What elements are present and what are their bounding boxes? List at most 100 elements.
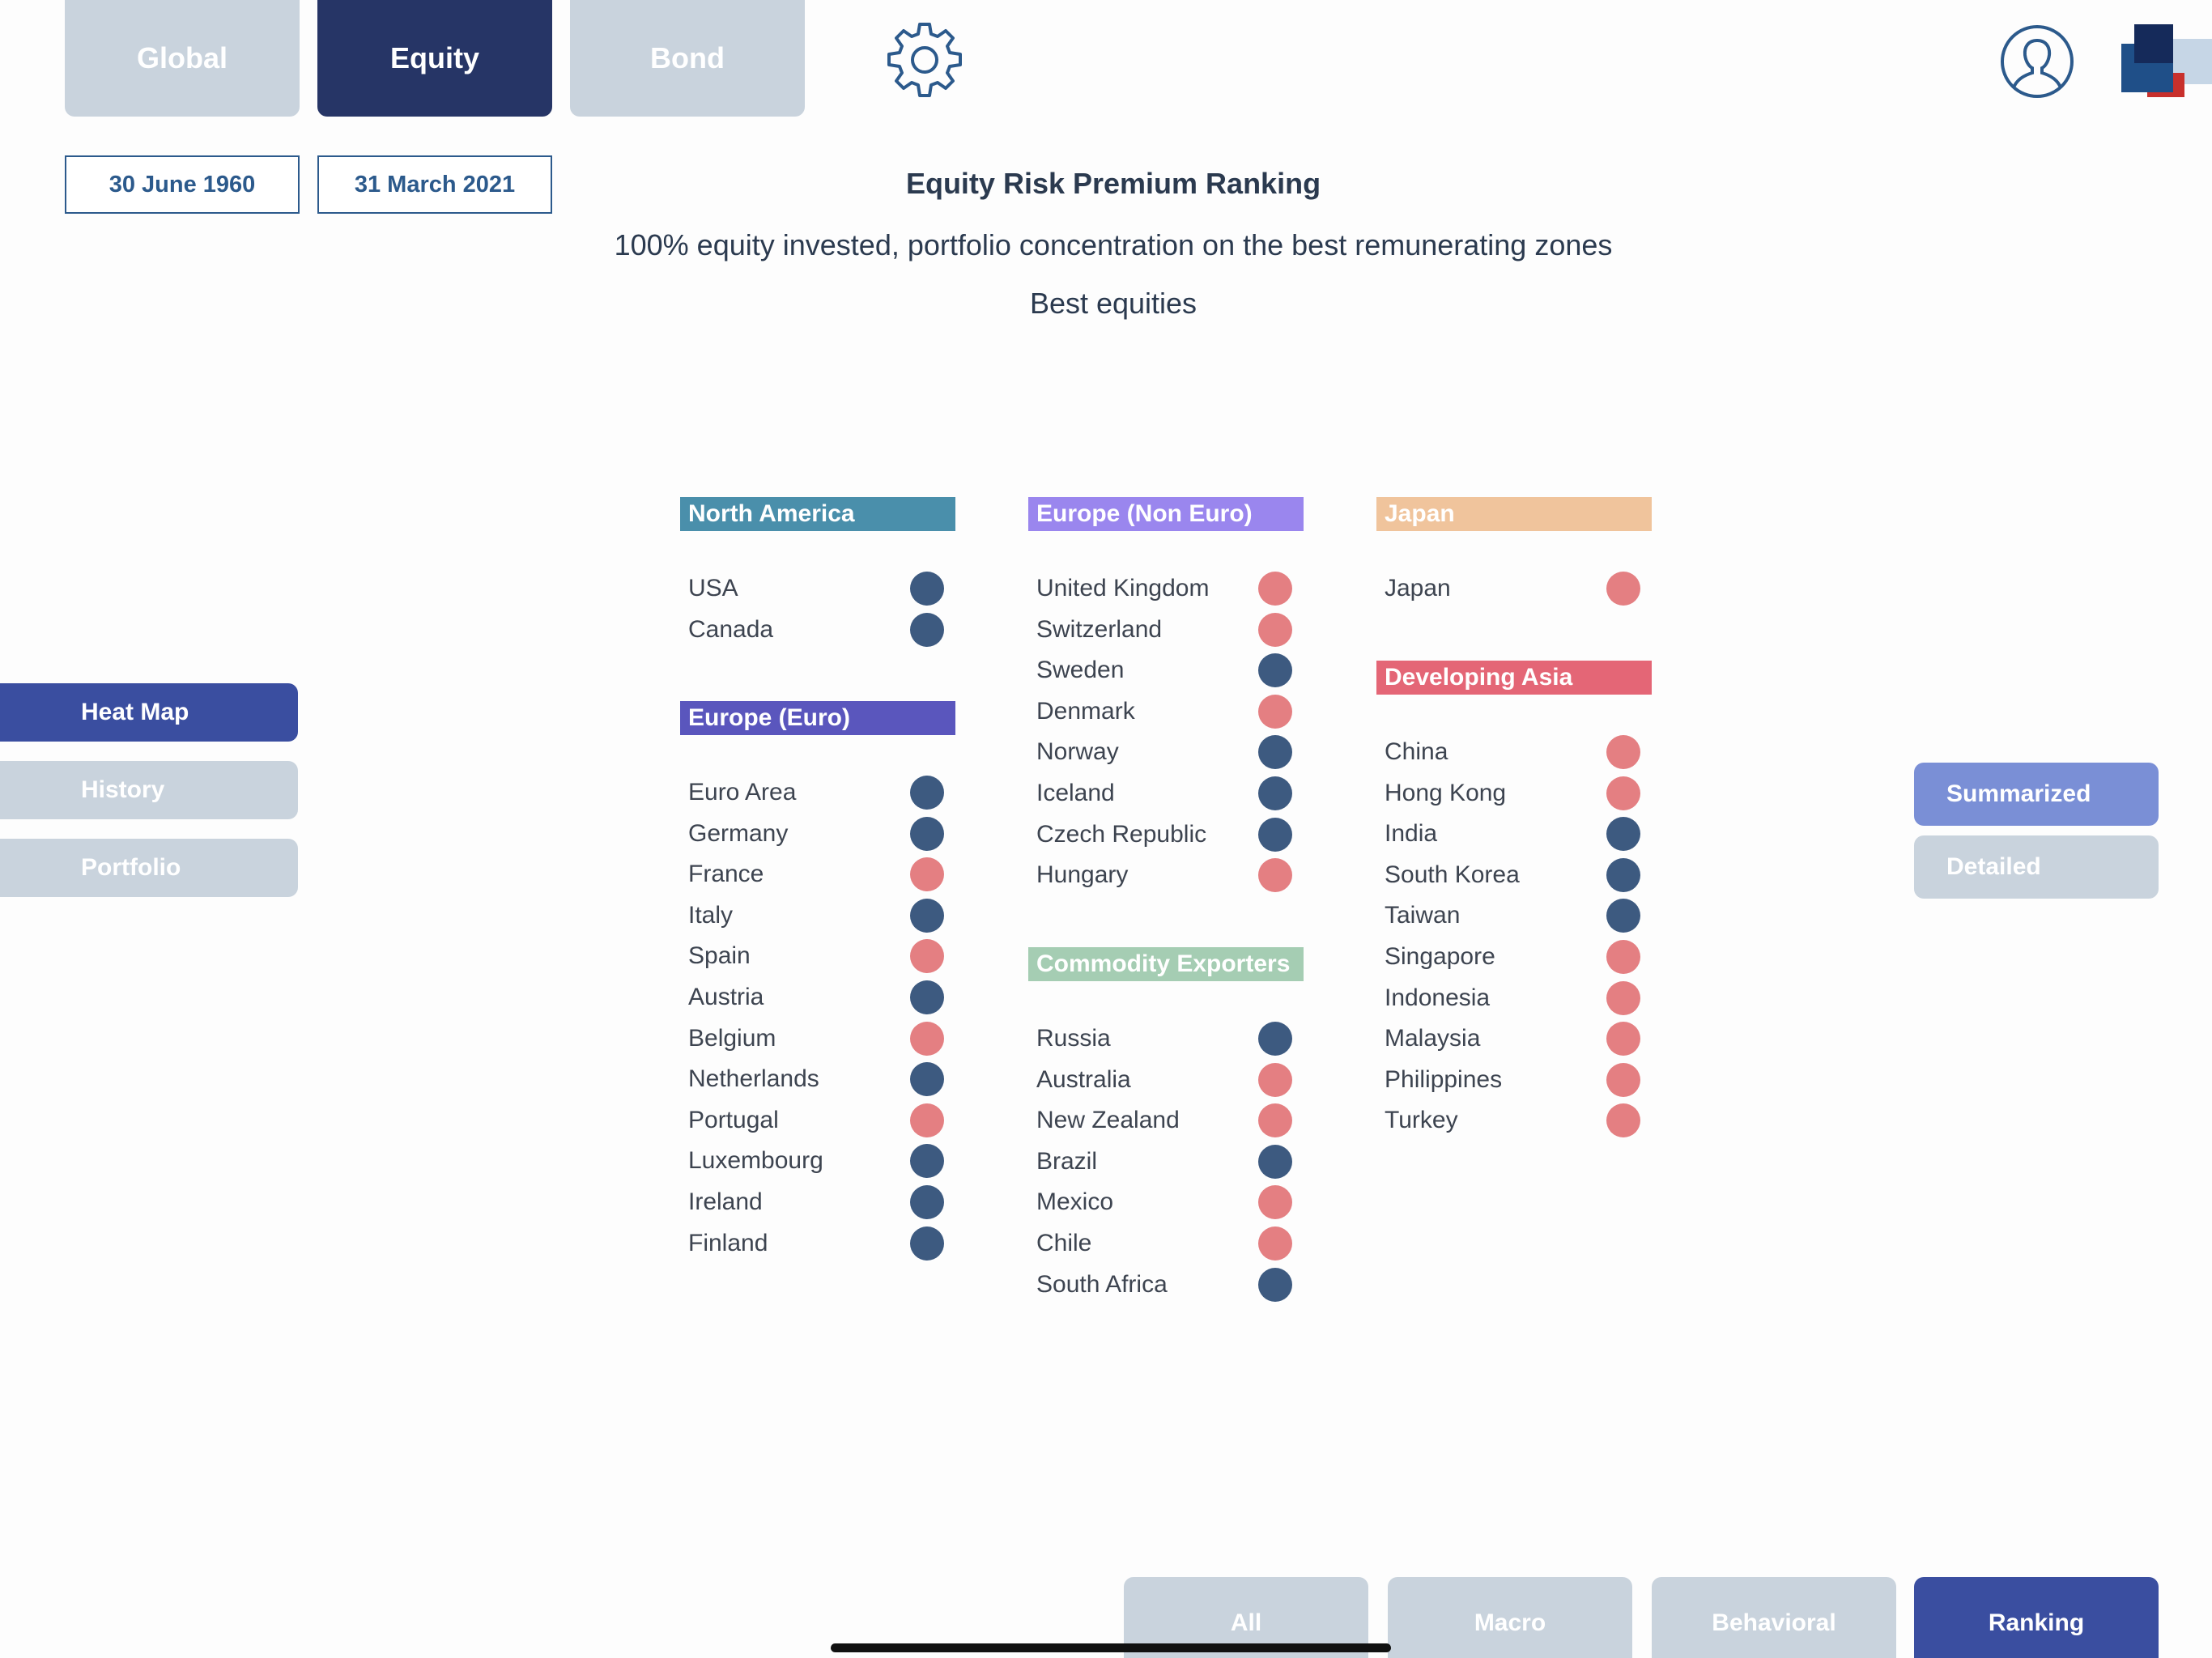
country-name: India [1385,820,1438,847]
tab-behavioral[interactable]: Behavioral [1652,1577,1896,1658]
country-row-ireland[interactable]: Ireland [680,1182,955,1222]
tab-bond[interactable]: Bond [570,0,805,117]
country-name: Italy [688,902,734,929]
country-row-chile[interactable]: Chile [1028,1223,1304,1264]
country-row-sweden[interactable]: Sweden [1028,650,1304,691]
status-dot-dark [910,1185,944,1219]
country-row-canada[interactable]: Canada [680,610,955,650]
country-name: Australia [1036,1066,1131,1093]
country-row-usa[interactable]: USA [680,568,955,609]
country-name: Ireland [688,1188,763,1215]
country-name: Hong Kong [1385,780,1507,806]
gear-icon[interactable] [884,19,965,100]
status-dot-light [1606,735,1640,769]
status-dot-light [1258,858,1292,892]
country-row-czech-republic[interactable]: Czech Republic [1028,814,1304,855]
country-row-united-kingdom[interactable]: United Kingdom [1028,568,1304,609]
country-name: Japan [1385,575,1451,602]
status-dot-dark [910,1226,944,1261]
status-dot-light [1258,1103,1292,1137]
detailed-button[interactable]: Detailed [1914,835,2159,899]
country-row-norway[interactable]: Norway [1028,732,1304,772]
country-row-luxembourg[interactable]: Luxembourg [680,1141,955,1181]
region-header-europe-euro: Europe (Euro) [680,701,955,735]
country-name: Denmark [1036,698,1135,725]
country-row-taiwan[interactable]: Taiwan [1376,895,1652,936]
country-name: Hungary [1036,861,1129,888]
status-dot-light [1258,1185,1292,1219]
region-header-north-america: North America [680,497,955,531]
status-dot-light [910,857,944,891]
nav-history[interactable]: History [0,761,298,819]
country-row-australia[interactable]: Australia [1028,1060,1304,1100]
country-name: Singapore [1385,943,1495,970]
country-row-japan[interactable]: Japan [1376,568,1652,609]
status-dot-dark [910,817,944,851]
country-row-hong-kong[interactable]: Hong Kong [1376,773,1652,814]
country-row-finland[interactable]: Finland [680,1223,955,1264]
country-row-indonesia[interactable]: Indonesia [1376,978,1652,1018]
country-row-new-zealand[interactable]: New Zealand [1028,1100,1304,1141]
country-name: Canada [688,616,774,643]
status-dot-light [910,1022,944,1056]
country-row-denmark[interactable]: Denmark [1028,691,1304,732]
country-row-euro-area[interactable]: Euro Area [680,772,955,813]
country-name: Finland [688,1230,768,1256]
country-row-south-korea[interactable]: South Korea [1376,855,1652,895]
status-dot-light [1258,613,1292,647]
country-row-hungary[interactable]: Hungary [1028,855,1304,895]
country-row-germany[interactable]: Germany [680,814,955,854]
nav-heat-map[interactable]: Heat Map [0,683,298,742]
country-row-mexico[interactable]: Mexico [1028,1182,1304,1222]
page-subtitle: 100% equity invested, portfolio concentr… [614,228,1613,261]
country-row-china[interactable]: China [1376,732,1652,772]
country-row-italy[interactable]: Italy [680,895,955,936]
tab-ranking[interactable]: Ranking [1914,1577,2159,1658]
country-row-netherlands[interactable]: Netherlands [680,1059,955,1099]
app-logo [2121,24,2212,97]
status-dot-dark [1258,1022,1292,1056]
country-name: Malaysia [1385,1025,1481,1052]
start-date-field[interactable]: 30 June 1960 [65,155,300,214]
country-row-south-africa[interactable]: South Africa [1028,1265,1304,1305]
status-dot-light [1258,1063,1292,1097]
country-row-malaysia[interactable]: Malaysia [1376,1018,1652,1059]
tab-global[interactable]: Global [65,0,300,117]
summarized-button[interactable]: Summarized [1914,763,2159,826]
country-row-portugal[interactable]: Portugal [680,1100,955,1141]
user-profile-icon[interactable] [2000,24,2074,99]
status-dot-dark [1258,735,1292,769]
country-name: Mexico [1036,1188,1114,1215]
country-name: Brazil [1036,1148,1098,1175]
country-row-india[interactable]: India [1376,814,1652,854]
country-name: Czech Republic [1036,821,1207,848]
nav-portfolio[interactable]: Portfolio [0,839,298,897]
country-row-austria[interactable]: Austria [680,977,955,1018]
status-dot-light [1606,1063,1640,1097]
country-name: Indonesia [1385,984,1491,1011]
country-row-france[interactable]: France [680,854,955,895]
country-name: Chile [1036,1230,1092,1256]
country-row-brazil[interactable]: Brazil [1028,1141,1304,1182]
end-date-field[interactable]: 31 March 2021 [317,155,552,214]
tab-macro[interactable]: Macro [1388,1577,1632,1658]
region-header-japan: Japan [1376,497,1652,531]
tab-equity[interactable]: Equity [317,0,552,117]
country-row-iceland[interactable]: Iceland [1028,773,1304,814]
country-row-philippines[interactable]: Philippines [1376,1060,1652,1100]
status-dot-dark [910,1144,944,1178]
country-row-russia[interactable]: Russia [1028,1018,1304,1059]
country-row-singapore[interactable]: Singapore [1376,937,1652,977]
country-row-spain[interactable]: Spain [680,936,955,976]
home-indicator[interactable] [831,1643,1391,1652]
country-name: France [688,861,764,887]
country-name: United Kingdom [1036,575,1210,602]
country-name: Norway [1036,738,1119,765]
country-name: South Africa [1036,1271,1168,1298]
country-row-turkey[interactable]: Turkey [1376,1100,1652,1141]
country-name: Euro Area [688,779,797,806]
country-row-belgium[interactable]: Belgium [680,1018,955,1059]
country-row-switzerland[interactable]: Switzerland [1028,610,1304,650]
region-header-europe-non-euro: Europe (Non Euro) [1028,497,1304,531]
status-dot-light [1606,1022,1640,1056]
